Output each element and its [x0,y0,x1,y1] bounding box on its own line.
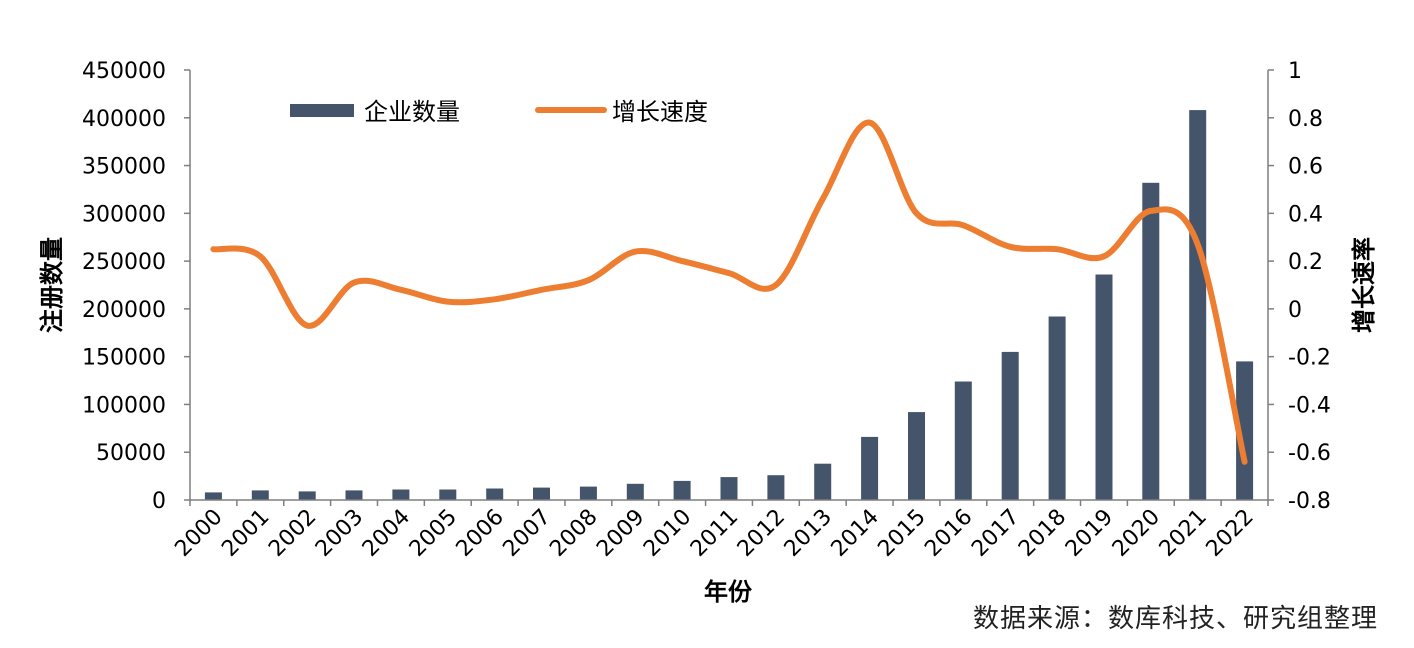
x-tick-label: 2016 [920,505,977,562]
source-note: 数据来源：数库科技、研究组整理 [972,604,1378,634]
y-tick-label: 50000 [96,441,166,466]
x-tick-label: 2013 [780,505,837,562]
bar-2003 [345,490,363,500]
x-tick-label: 2018 [1014,505,1071,562]
x-tick-label: 2008 [545,505,602,562]
y-tick-label: 350000 [82,155,166,180]
bar-2012 [767,475,785,500]
legend-swatch-bar [290,104,354,117]
x-axis-title: 年份 [704,578,753,606]
y2-tick-label: 0.4 [1288,202,1323,227]
bar-2022 [1236,361,1254,500]
bar-2004 [392,489,410,500]
x-tick-label: 2019 [1061,505,1118,562]
x-tick-label: 2005 [405,505,462,562]
bar-2013 [814,463,832,500]
y2-tick-label: 1 [1288,59,1302,84]
x-tick-label: 2009 [592,505,649,562]
bar-2010 [673,480,691,500]
line-layer [210,119,1248,465]
bar-2015 [908,412,925,500]
x-tick-label: 2011 [686,505,743,562]
bar-2009 [626,483,644,500]
bar-2002 [298,491,316,500]
bar-2001 [251,490,269,500]
x-tick-label: 2020 [1108,505,1165,562]
x-tick-label: 2004 [358,505,415,562]
y-axis-title: 注册数量 [38,237,66,333]
bar-2014 [861,436,879,500]
growth-rate-line [210,119,1248,465]
x-tick-label: 2001 [217,505,274,562]
x-tick-label: 2014 [827,505,884,562]
bar-2008 [579,486,597,500]
x-tick-label: 2012 [733,505,790,562]
bar-2021 [1189,110,1207,500]
y2-tick-label: 0.6 [1288,155,1323,180]
y-tick-label: 250000 [82,250,166,275]
y-tick-label: 150000 [82,346,166,371]
y2-tick-label: -0.8 [1288,489,1331,514]
bar-2016 [954,381,972,500]
x-tick-label: 2021 [1155,505,1212,562]
x-tick-label: 2010 [639,505,696,562]
bar-2020 [1142,182,1160,501]
bar-2007 [533,487,550,500]
x-tick-label: 2007 [498,505,555,562]
x-tick-label: 2015 [873,505,930,562]
bar-2018 [1048,316,1066,500]
bar-2017 [1001,351,1019,500]
legend-label-bar: 企业数量 [364,98,460,126]
y2-tick-label: -0.2 [1288,346,1331,371]
legend-label-line: 增长速度 [612,98,708,126]
x-tick-label: 2003 [311,505,368,562]
bar-2005 [439,489,457,500]
y2-axis-title: 增长速率 [1350,237,1378,333]
x-tick-label: 2017 [967,505,1024,562]
bar-2019 [1095,274,1113,500]
y-tick-label: 0 [152,489,166,514]
y2-tick-label: 0 [1288,298,1302,323]
y-tick-label: 100000 [82,393,166,418]
y-tick-label: 400000 [82,107,166,132]
x-tick-label: 2022 [1202,505,1259,562]
y2-tick-label: 0.8 [1288,107,1323,132]
y-tick-label: 300000 [82,202,166,227]
bar-2006 [486,488,504,500]
bar-2000 [204,492,222,500]
x-tick-label: 2002 [264,505,321,562]
y2-tick-label: -0.6 [1288,441,1331,466]
y2-tick-label: -0.4 [1288,393,1331,418]
legend: 企业数量 增长速度 [290,98,708,126]
y2-tick-label: 0.2 [1288,250,1323,275]
axes-layer [184,69,1274,506]
bars-layer [204,110,1254,501]
bar-2011 [720,477,738,500]
x-tick-label: 2006 [452,505,509,562]
y-tick-label: 200000 [82,298,166,323]
y-tick-label: 450000 [82,59,166,84]
x-tick-label: 2000 [170,505,227,562]
